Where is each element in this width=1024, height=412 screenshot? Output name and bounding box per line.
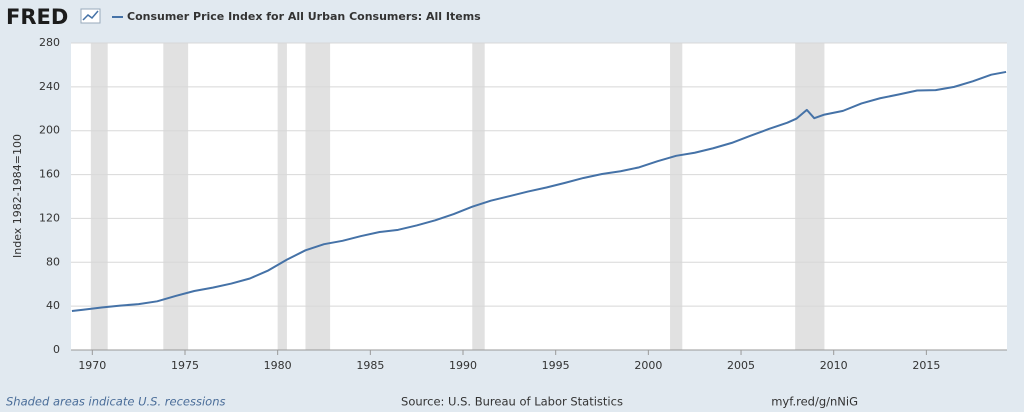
x-tick-label: 1975 [171,359,199,372]
y-tick-label: 80 [46,255,60,268]
recession-band [472,43,485,350]
legend-label: Consumer Price Index for All Urban Consu… [127,10,481,23]
y-tick-label: 200 [39,124,60,137]
x-tick-label: 1970 [78,359,106,372]
x-tick-label: 1995 [542,359,570,372]
recession-band [277,43,287,350]
logo: FRED [6,5,68,29]
x-tick-label: 1980 [264,359,292,372]
logo-icon [80,8,101,24]
x-tick-label: 2010 [820,359,848,372]
y-tick-label: 280 [39,36,60,49]
y-tick-label: 40 [46,299,60,312]
recession-note: Shaded areas indicate U.S. recessions [6,395,225,409]
recession-band [305,43,331,350]
short-link: myf.red/g/nNiG [771,395,858,409]
x-tick-label: 1990 [449,359,477,372]
recession-band [670,43,683,350]
x-tick-label: 2000 [634,359,662,372]
plot-area [71,43,1007,350]
y-axis-label: Index 1982-1984=100 [11,134,24,258]
series-line [71,70,1007,312]
recession-band [795,43,825,350]
x-tick-label: 2015 [912,359,940,372]
y-tick-label: 0 [53,343,60,356]
recession-band [90,43,108,350]
y-tick-label: 160 [39,168,60,181]
source: Source: U.S. Bureau of Labor Statistics [401,395,623,409]
y-tick-label: 120 [39,211,60,224]
x-tick-label: 1985 [356,359,384,372]
y-tick-label: 240 [39,80,60,93]
x-tick-label: 2005 [727,359,755,372]
recession-band [163,43,189,350]
